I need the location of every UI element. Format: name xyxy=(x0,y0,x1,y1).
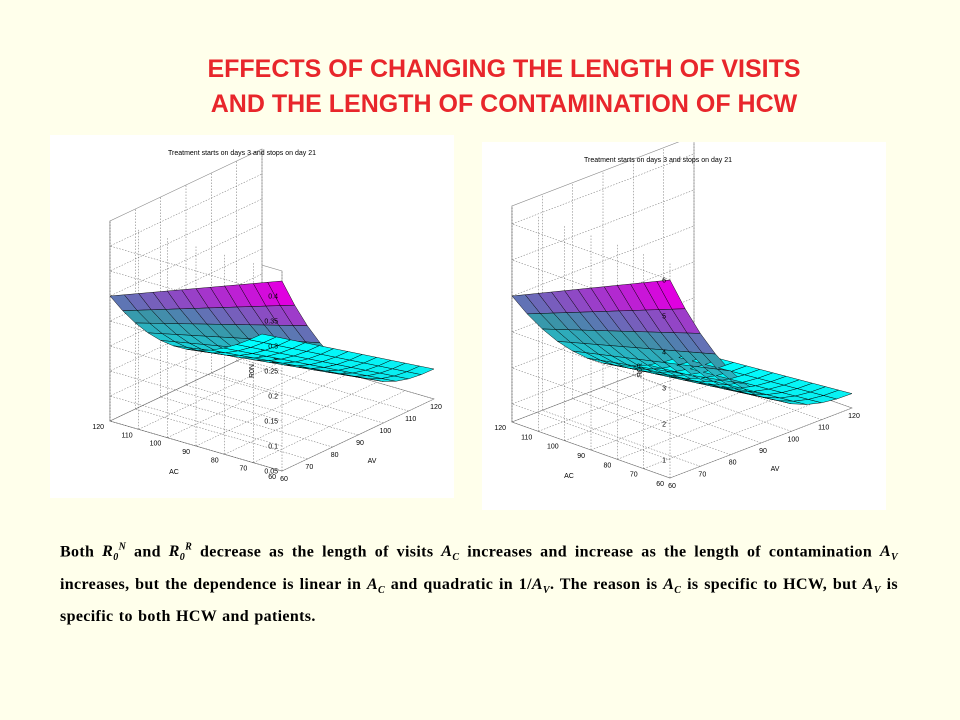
x-tick-label: 100 xyxy=(787,436,799,443)
grid-line xyxy=(542,410,701,467)
y-axis-label: AC xyxy=(564,473,574,480)
surface-plot-r0r-svg: 1 2 3 4 5 6 60 70 80 90 100 110 120 60 70 80 90 100 110 120… xyxy=(494,142,860,490)
grid-line xyxy=(253,390,406,463)
grid-line xyxy=(224,382,377,455)
z-tick-label: 5 xyxy=(662,314,666,321)
surface-plot-r0n: 0.05 0.1 0.15 0.2 0.25 0.3 0.35 0.4 60 70 80 90 100 1… xyxy=(50,135,454,498)
grid-line xyxy=(167,365,320,438)
z-tick-label: 0.4 xyxy=(268,294,278,301)
grid-line xyxy=(109,198,283,322)
chart-title: Treatment starts on days 3 and stops on … xyxy=(168,150,316,157)
y-tick-label: 100 xyxy=(547,444,559,451)
x-tick-label: 110 xyxy=(405,416,416,423)
z-tick-label: 0.1 xyxy=(268,444,278,451)
x-tick-label: 80 xyxy=(331,452,339,459)
y-tick-label: 110 xyxy=(521,434,532,441)
x-tick-label: 90 xyxy=(356,440,364,447)
z-tick-label: 0.35 xyxy=(264,319,278,326)
grid-line xyxy=(511,225,695,353)
y-tick-label: 90 xyxy=(577,453,585,460)
grid-line xyxy=(138,357,291,430)
x-tick-label: 120 xyxy=(430,404,442,411)
y-tick-label: 110 xyxy=(121,432,132,439)
y-tick-label: 60 xyxy=(268,474,276,481)
grid-line xyxy=(109,223,283,347)
grid-line xyxy=(281,398,435,472)
y-tick-label: 70 xyxy=(630,472,638,479)
x-tick-label: 70 xyxy=(698,471,706,478)
x-tick-label: 70 xyxy=(305,464,313,471)
z-axis-label: R0N xyxy=(249,364,256,378)
x-axis-label: AV xyxy=(368,458,377,465)
z-tick-label: 3 xyxy=(662,386,666,393)
grid-line xyxy=(617,389,800,460)
caption-text: Both R0N and R0R decrease as the length … xyxy=(60,542,898,625)
x-tick-label: 90 xyxy=(759,448,767,455)
surface-plot-r0n-svg: 0.05 0.1 0.15 0.2 0.25 0.3 0.35 0.4 60 70 80 90 100 1… xyxy=(92,148,442,483)
z-tick-label: 0.25 xyxy=(264,369,278,376)
surface-plot-r0r: 1 2 3 4 5 6 60 70 80 90 100 110 120 60 70 80 90 100 110 120… xyxy=(482,142,886,510)
x-tick-label: 120 xyxy=(848,413,860,420)
z-tick-label: 6 xyxy=(662,278,666,285)
grid-line xyxy=(511,153,695,281)
grid-line xyxy=(511,189,695,317)
x-tick-label: 60 xyxy=(668,483,676,490)
z-tick-label: 0.15 xyxy=(264,419,278,426)
chart-title: Treatment starts on days 3 and stops on … xyxy=(584,157,732,164)
x-tick-label: 100 xyxy=(379,428,391,435)
z-tick-label: 4 xyxy=(662,350,666,357)
y-tick-label: 100 xyxy=(150,441,162,448)
grid-line xyxy=(643,398,826,469)
grid-line xyxy=(109,348,263,422)
y-axis-label: AC xyxy=(169,469,179,476)
grid-line xyxy=(195,373,349,447)
y-tick-label: 80 xyxy=(211,457,219,464)
surface-patch xyxy=(406,365,435,375)
z-tick-label: 1 xyxy=(662,458,666,465)
x-axis-label: AV xyxy=(771,466,780,473)
slide-title-line-2: AND THE LENGTH OF CONTAMINATION OF HCW xyxy=(210,90,798,118)
grid-line xyxy=(669,407,853,479)
slide-title-line-1: EFFECTS OF CHANGING THE LENGTH OF VISITS xyxy=(207,55,801,83)
z-tick-label: 0.3 xyxy=(268,344,278,351)
x-tick-label: 60 xyxy=(280,476,288,483)
y-tick-label: 70 xyxy=(240,466,248,473)
y-tick-label: 120 xyxy=(92,424,104,431)
x-tick-label: 110 xyxy=(818,425,829,432)
z-tick-label: 2 xyxy=(662,422,666,429)
y-tick-label: 80 xyxy=(604,462,612,469)
z-axis-label: R0R xyxy=(637,363,644,377)
z-tick-label: 0.2 xyxy=(268,394,278,401)
x-tick-label: 80 xyxy=(729,460,737,467)
y-tick-label: 60 xyxy=(656,481,664,488)
slide-title: EFFECTS OF CHANGING THE LENGTH OF VISITS… xyxy=(0,52,960,122)
z-tick-label: 0.05 xyxy=(264,469,278,476)
grid-line xyxy=(109,248,283,372)
grid-line xyxy=(572,398,731,455)
grid-line xyxy=(109,173,283,297)
surface-patch xyxy=(822,389,853,400)
y-tick-label: 120 xyxy=(494,425,506,432)
y-tick-label: 90 xyxy=(182,449,190,456)
